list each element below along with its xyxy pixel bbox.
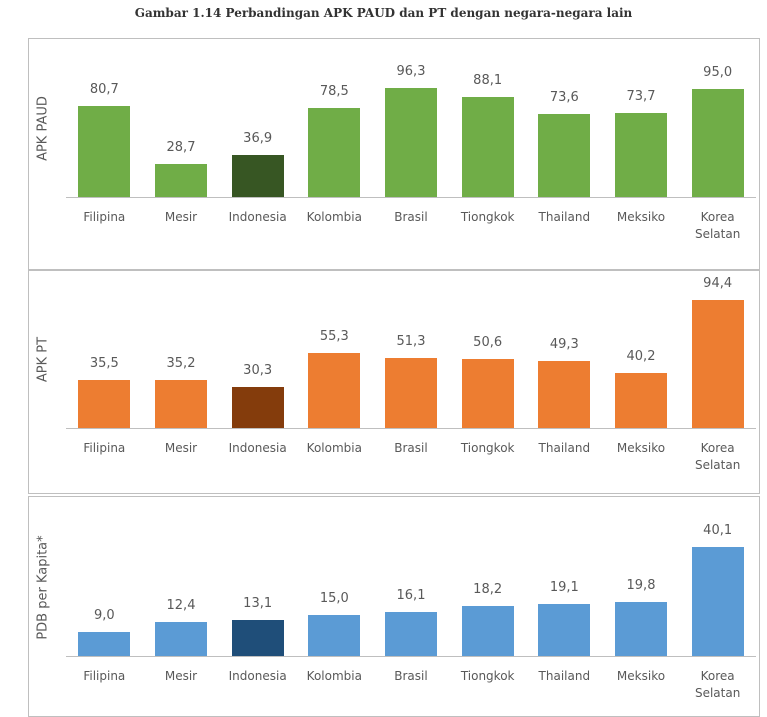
bar bbox=[385, 358, 437, 428]
data-label: 30,3 bbox=[243, 362, 273, 378]
bar bbox=[461, 606, 514, 656]
bar bbox=[308, 108, 361, 197]
bar bbox=[691, 89, 744, 197]
data-label: 55,3 bbox=[319, 328, 349, 344]
data-label: 9,0 bbox=[93, 607, 115, 623]
x-tick-label: Filipina bbox=[83, 669, 126, 683]
bar bbox=[538, 604, 591, 656]
data-label: 35,5 bbox=[89, 355, 119, 371]
bar bbox=[231, 620, 284, 656]
x-tick-label: Mesir bbox=[164, 210, 198, 224]
x-tick-label: Meksiko bbox=[616, 210, 666, 224]
x-tick-label: Indonesia bbox=[228, 210, 287, 224]
x-tick-label: Filipina bbox=[83, 441, 126, 455]
data-label: 78,5 bbox=[319, 84, 349, 100]
x-tick-label: Meksiko bbox=[616, 669, 666, 683]
bar bbox=[615, 602, 667, 656]
x-tick-label: Tiongkok bbox=[460, 669, 515, 683]
bar bbox=[308, 615, 361, 656]
bar bbox=[461, 359, 514, 428]
bar bbox=[461, 97, 514, 197]
bar bbox=[615, 113, 667, 197]
bar bbox=[231, 155, 284, 197]
baseline bbox=[66, 656, 756, 657]
bar bbox=[691, 299, 744, 428]
data-label: 49,3 bbox=[549, 336, 579, 352]
bar bbox=[78, 631, 131, 656]
bar bbox=[231, 386, 284, 428]
x-tick-label: Brasil bbox=[394, 669, 428, 683]
x-tick-label: Korea Selatan bbox=[694, 669, 741, 700]
x-tick-label: Filipina bbox=[83, 210, 126, 224]
x-tick-label: Kolombia bbox=[306, 441, 362, 455]
baseline bbox=[66, 197, 756, 198]
bar bbox=[385, 87, 437, 197]
bar bbox=[538, 113, 591, 197]
x-tick-label: Tiongkok bbox=[460, 210, 515, 224]
y-axis-label: APK PAUD bbox=[35, 96, 51, 161]
x-tick-label: Thailand bbox=[538, 210, 591, 224]
x-tick-label: Korea Selatan bbox=[694, 441, 741, 472]
data-label: 19,1 bbox=[549, 580, 579, 596]
x-tick-label: Brasil bbox=[394, 441, 428, 455]
data-label: 28,7 bbox=[166, 140, 196, 156]
x-tick-label: Kolombia bbox=[306, 669, 362, 683]
data-label: 40,2 bbox=[626, 349, 656, 365]
x-tick-label: Brasil bbox=[394, 210, 428, 224]
data-label: 50,6 bbox=[473, 335, 503, 351]
x-tick-label: Mesir bbox=[164, 441, 198, 455]
x-tick-label: Indonesia bbox=[228, 441, 287, 455]
data-label: 16,1 bbox=[396, 588, 426, 604]
baseline bbox=[66, 428, 756, 429]
bar bbox=[78, 379, 131, 428]
data-label: 94,4 bbox=[703, 275, 733, 291]
data-label: 12,4 bbox=[166, 598, 196, 614]
bar bbox=[538, 360, 591, 428]
bar bbox=[691, 546, 744, 656]
data-label: 40,1 bbox=[703, 522, 733, 538]
figure-title: Gambar 1.14 Perbandingan APK PAUD dan PT… bbox=[134, 6, 633, 20]
data-label: 35,2 bbox=[166, 356, 196, 372]
data-label: 51,3 bbox=[396, 334, 426, 350]
data-label: 18,2 bbox=[473, 582, 503, 598]
chart-panel: 35,5 Filipina 35,2 Mesir 30,3 Indonesia 55,3 Ko… bbox=[28, 270, 760, 494]
x-tick-label: Mesir bbox=[164, 669, 198, 683]
bar bbox=[308, 352, 361, 428]
bar bbox=[385, 612, 437, 656]
x-tick-label: Indonesia bbox=[228, 669, 287, 683]
x-tick-label: Thailand bbox=[538, 669, 591, 683]
data-label: 15,0 bbox=[319, 591, 349, 607]
x-tick-label: Korea Selatan bbox=[694, 210, 741, 241]
x-tick-label: Kolombia bbox=[306, 210, 362, 224]
chart-panel: 9,0 Filipina 12,4 Mesir 13,1 Indonesia 15,0 Kol… bbox=[28, 496, 760, 717]
bar bbox=[155, 380, 207, 428]
y-axis-label: PDB per Kapita* bbox=[35, 535, 51, 640]
y-axis-label: APK PT bbox=[35, 336, 51, 383]
bar bbox=[155, 622, 207, 656]
data-label: 96,3 bbox=[396, 63, 426, 79]
chart-panel: 80,7 Filipina 28,7 Mesir 36,9 Indonesia 78,5 Ko… bbox=[28, 38, 760, 270]
x-tick-label: Tiongkok bbox=[460, 441, 515, 455]
data-label: 80,7 bbox=[89, 81, 119, 97]
x-tick-label: Meksiko bbox=[616, 441, 666, 455]
data-label: 19,8 bbox=[626, 578, 656, 594]
bar bbox=[78, 105, 131, 197]
data-label: 36,9 bbox=[243, 131, 273, 147]
bar bbox=[615, 373, 667, 428]
data-label: 73,7 bbox=[626, 89, 656, 105]
data-label: 73,6 bbox=[549, 89, 579, 105]
bar bbox=[155, 164, 207, 197]
data-label: 13,1 bbox=[243, 596, 273, 612]
data-label: 88,1 bbox=[473, 73, 503, 89]
x-tick-label: Thailand bbox=[538, 441, 591, 455]
data-label: 95,0 bbox=[703, 65, 733, 81]
